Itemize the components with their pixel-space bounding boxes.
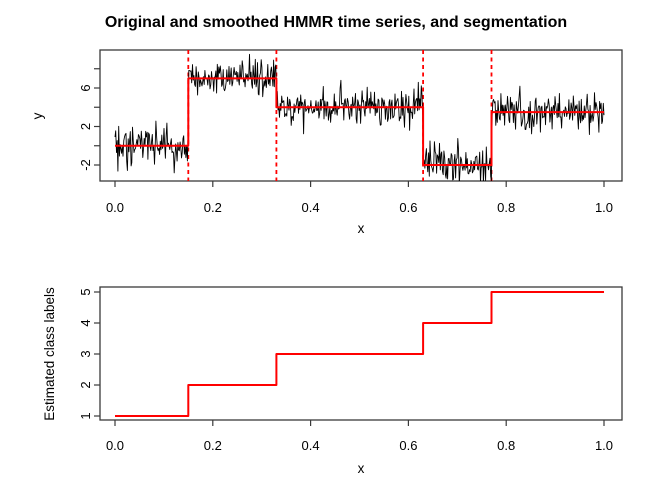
y-axis-tick-label: 4 [78, 319, 93, 326]
smoothed-series-line [115, 77, 604, 166]
bottom-x-axis-label: x [358, 461, 365, 476]
bottom-y-axis-label: Estimated class labels [42, 287, 57, 421]
top-panel: x y 0.0 0.2 0.4 0.6 0.8 1.0 -2 2 6 [30, 49, 623, 236]
x-axis-tick-label: 0.2 [204, 200, 222, 215]
x-axis-tick-label: 0.6 [399, 438, 417, 453]
top-y-axis-label: y [30, 112, 45, 119]
y-axis-tick-label: 3 [78, 350, 93, 357]
x-axis-tick-label: 1.0 [595, 438, 613, 453]
x-axis-tick-label: 0.8 [497, 200, 515, 215]
x-axis-tick-label: 0.4 [302, 438, 320, 453]
figure-title: Original and smoothed HMMR time series, … [105, 14, 567, 31]
y-axis-tick-label: 5 [78, 288, 93, 295]
x-axis-tick-label: 0.0 [106, 438, 124, 453]
y-axis-tick-label: 6 [78, 84, 93, 91]
bottom-panel: x Estimated class labels 0.0 0.2 0.4 0.6 0.8… [42, 286, 623, 476]
top-x-axis-label: x [358, 221, 365, 236]
x-axis-tick-label: 0.4 [302, 200, 320, 215]
y-axis-tick-label: -2 [78, 159, 93, 171]
y-axis-tick-label: 2 [78, 123, 93, 130]
x-axis-tick-label: 0.2 [204, 438, 222, 453]
y-axis-tick-label: 2 [78, 381, 93, 388]
y-axis-tick-label: 1 [78, 412, 93, 419]
x-axis-tick-label: 0.0 [106, 200, 124, 215]
class-step-line [115, 291, 604, 417]
x-axis-tick-label: 0.6 [399, 200, 417, 215]
x-axis-tick-label: 0.8 [497, 438, 515, 453]
x-axis-tick-label: 1.0 [595, 200, 613, 215]
top-panel-border [99, 49, 623, 182]
